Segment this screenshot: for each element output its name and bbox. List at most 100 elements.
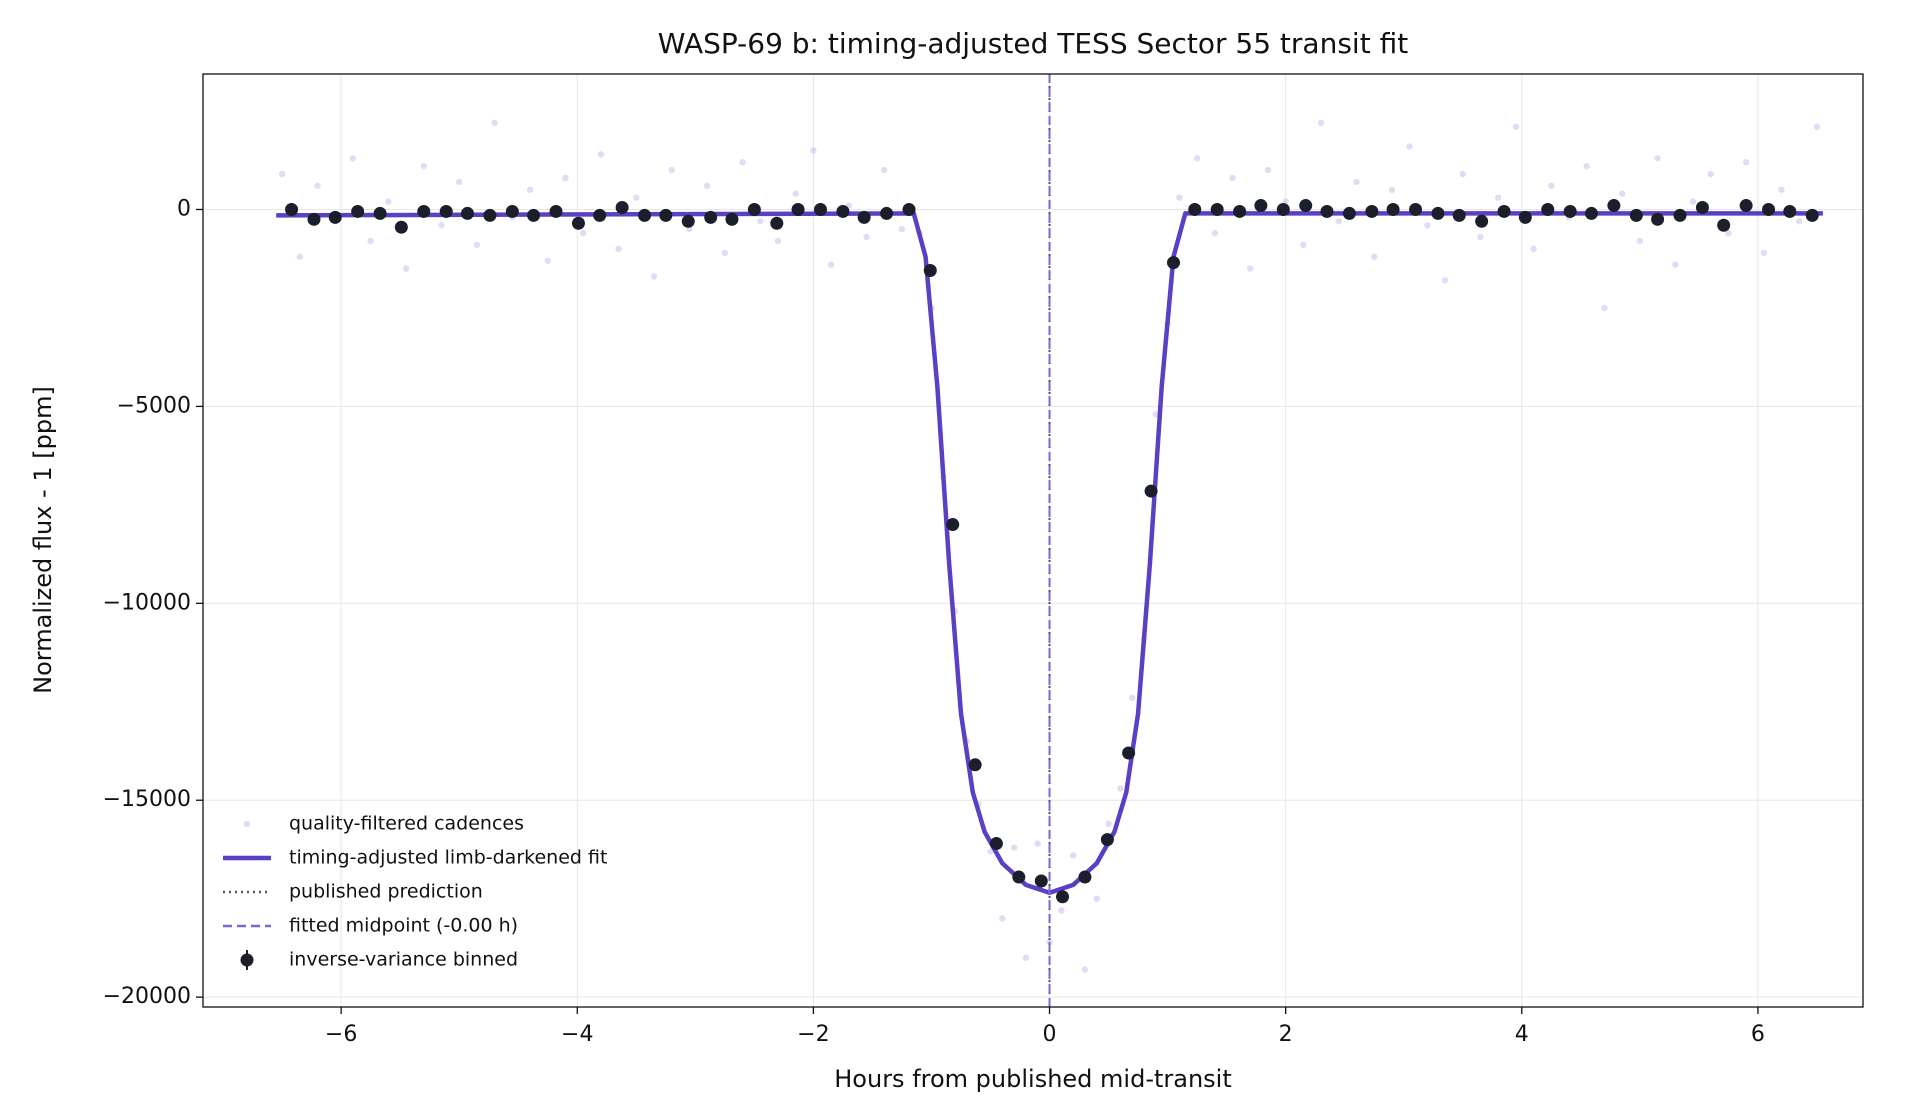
legend-marker	[243, 820, 251, 828]
binned-point	[351, 204, 365, 218]
binned-point	[1541, 202, 1555, 216]
cadence-point	[774, 237, 782, 245]
binned-point	[1452, 208, 1466, 222]
binned-point	[923, 264, 937, 278]
binned-point	[1739, 199, 1753, 213]
binned-point	[813, 202, 827, 216]
binned-point	[857, 210, 871, 224]
x-axis-label: Hours from published mid-transit	[834, 1065, 1232, 1093]
cadence-point	[987, 848, 994, 855]
cadence-point	[562, 174, 569, 182]
cadence-point	[898, 225, 906, 233]
cadence-point	[544, 257, 551, 264]
cadence-point	[420, 162, 427, 170]
cadence-point	[1300, 241, 1307, 249]
binned-point	[1584, 206, 1598, 220]
binned-point	[1409, 202, 1423, 216]
binned-point	[571, 216, 585, 230]
x-tick-label: −4	[561, 1022, 593, 1047]
binned-point	[1497, 204, 1511, 218]
binned-point	[704, 210, 718, 224]
cadence-point	[1353, 178, 1360, 186]
binned-point	[1100, 833, 1114, 847]
binned-point	[1673, 208, 1687, 222]
binned-point	[460, 206, 474, 220]
cadence-point	[1424, 222, 1431, 229]
binned-point	[1254, 199, 1268, 213]
binned-point	[1144, 484, 1158, 498]
cadence-point	[1796, 218, 1803, 225]
binned-point	[1717, 218, 1731, 232]
binned-point	[1805, 208, 1819, 222]
binned-point	[725, 212, 739, 226]
cadence-point	[1530, 245, 1537, 253]
binned-point	[373, 206, 387, 220]
binned-point	[527, 208, 541, 222]
cadence-point	[1459, 170, 1466, 178]
binned-point	[791, 202, 805, 216]
cadence-point	[1725, 229, 1732, 237]
cadence-point	[1388, 186, 1396, 193]
cadence-point	[1335, 218, 1342, 225]
cadence-point	[456, 178, 463, 186]
binned-point	[505, 204, 519, 218]
cadence-point	[881, 166, 888, 174]
cadence-point	[1583, 162, 1590, 170]
cadence-point	[1093, 895, 1100, 902]
cadence-point	[296, 253, 304, 260]
legend-label: inverse-variance binned	[289, 949, 518, 971]
binned-point	[1386, 202, 1400, 216]
binned-point	[1342, 206, 1356, 220]
x-tick-label: 0	[1043, 1022, 1057, 1047]
legend-label: fitted midpoint (-0.00 h)	[289, 915, 518, 937]
cadence-point	[1128, 694, 1136, 702]
binned-point	[1629, 208, 1643, 222]
binned-point	[1475, 214, 1489, 228]
cadence-point	[1264, 166, 1272, 174]
cadence-point	[278, 170, 286, 178]
binned-point	[1695, 201, 1709, 215]
binned-point	[1607, 199, 1621, 213]
cadence-point	[438, 222, 445, 229]
cadence-point	[314, 182, 321, 190]
y-tick-label: −5000	[117, 393, 191, 418]
binned-point	[659, 208, 673, 222]
binned-point	[1056, 890, 1070, 904]
cadence-point	[1034, 840, 1041, 847]
cadence-point	[999, 915, 1006, 922]
binned-point	[1166, 256, 1180, 270]
binned-point	[880, 206, 894, 220]
cadence-point	[615, 245, 622, 253]
cadence-point	[367, 237, 374, 245]
cadence-point	[1371, 253, 1378, 260]
y-tick-label: −10000	[103, 590, 191, 615]
cadence-point	[721, 249, 729, 257]
cadence-point	[1069, 852, 1077, 859]
binned-point	[328, 210, 342, 224]
cadence-point	[1193, 155, 1201, 162]
binned-point	[1276, 202, 1290, 216]
cadence-point	[827, 261, 835, 268]
binned-point	[483, 208, 497, 222]
cadence-point	[526, 186, 534, 193]
binned-point	[989, 837, 1003, 851]
binned-point	[1233, 204, 1247, 218]
binned-point	[1012, 870, 1026, 884]
y-axis-label: Normalized flux - 1 [ppm]	[29, 386, 57, 694]
binned-point	[615, 201, 629, 215]
cadence-point	[1105, 820, 1112, 828]
cadence-point	[1548, 182, 1555, 190]
binned-point	[770, 216, 784, 230]
cadence-point	[1022, 954, 1030, 961]
cadence-point	[650, 273, 658, 280]
x-tick-label: 4	[1515, 1022, 1529, 1047]
cadence-point	[1176, 194, 1183, 201]
cadence-point	[863, 233, 870, 241]
cadence-point	[1317, 119, 1325, 127]
cadence-point	[1441, 277, 1449, 284]
cadence-point	[1406, 143, 1413, 150]
binned-point	[1122, 746, 1136, 760]
cadence-point	[1211, 229, 1219, 237]
binned-point	[946, 518, 960, 532]
